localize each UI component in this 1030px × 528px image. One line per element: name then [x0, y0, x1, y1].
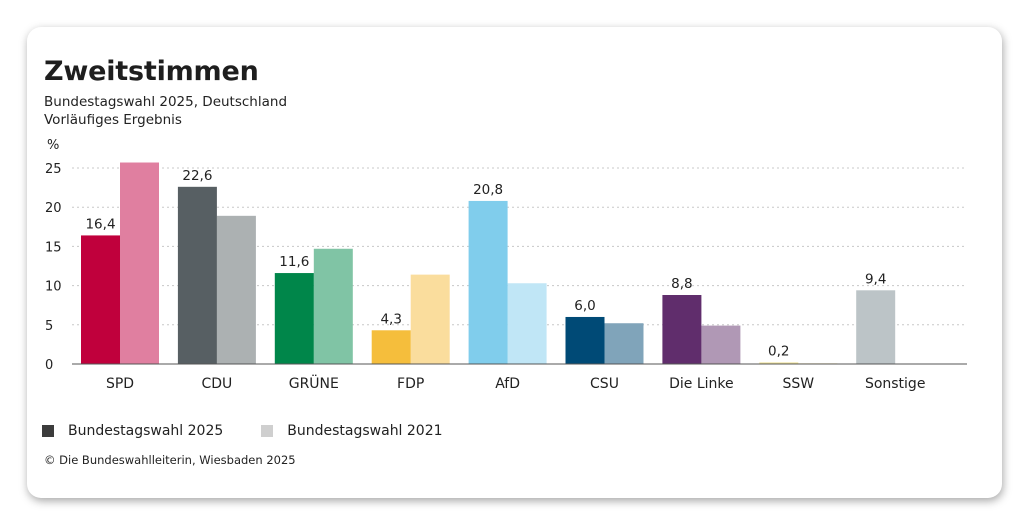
bar-2025 [565, 316, 605, 364]
y-tick-label: 0 [45, 358, 53, 373]
legend-swatch-2025 [42, 425, 54, 437]
data-label: 11,6 [279, 254, 309, 270]
chart-card: Zweitstimmen Bundestagswahl 2025, Deutsc… [27, 27, 1002, 498]
bar-2021 [120, 162, 159, 364]
bar-2021 [313, 248, 353, 364]
x-tick-label: AfD [495, 376, 520, 392]
legend-swatch-2021 [261, 425, 274, 437]
x-tick-label: Die Linke [669, 376, 734, 392]
legend-label-2025: Bundestagswahl 2025 [68, 423, 224, 439]
bar-2025 [274, 273, 314, 364]
x-tick-label: SPD [106, 376, 134, 392]
x-tick-label: Sonstige [865, 376, 926, 392]
legend-label-2021: Bundestagswahl 2021 [287, 423, 443, 439]
data-label: 6,0 [574, 298, 595, 314]
bar-2025 [81, 235, 120, 364]
data-label: 22,6 [182, 168, 212, 184]
x-tick-label: GRÜNE [289, 374, 339, 392]
data-label: 20,8 [473, 182, 503, 198]
data-label: 8,8 [671, 276, 692, 292]
bar-2025 [856, 290, 896, 364]
bar-2025 [759, 362, 799, 364]
subtitle-line-2: Vorläufiges Ergebnis [44, 112, 182, 128]
chart-title: Zweitstimmen [44, 56, 259, 87]
data-label: 9,4 [865, 271, 886, 287]
source-credit: © Die Bundeswahlleiterin, Wiesbaden 2025 [44, 453, 296, 467]
bar-2021 [701, 325, 741, 364]
subtitle-line-1: Bundestagswahl 2025, Deutschland [44, 94, 288, 110]
y-tick-label: 5 [45, 319, 53, 334]
y-tick-label: 10 [45, 280, 62, 295]
data-label: 0,2 [768, 343, 789, 359]
bar-2025 [177, 186, 217, 364]
x-tick-label: SSW [782, 376, 814, 392]
bar-2025 [468, 200, 508, 364]
y-tick-label: 25 [45, 162, 62, 177]
bar-2021 [410, 274, 450, 364]
chart-subtitle: Bundestagswahl 2025, Deutschland Vorläuf… [44, 93, 287, 129]
y-axis-unit-label: % [47, 138, 60, 153]
data-label: 4,3 [380, 311, 401, 327]
bar-2021 [604, 323, 644, 364]
data-label: 16,4 [85, 216, 115, 232]
x-tick-label: FDP [397, 376, 424, 392]
y-tick-label: 20 [45, 201, 62, 216]
bar-2021 [216, 215, 256, 364]
bar-2025 [662, 295, 702, 364]
y-tick-label: 15 [45, 240, 62, 255]
x-tick-label: CDU [201, 376, 232, 392]
x-tick-label: CSU [590, 376, 619, 392]
legend: Bundestagswahl 2025 Bundestagswahl 2021 [42, 423, 481, 439]
bar-2021 [507, 283, 547, 364]
legend-item-2021: Bundestagswahl 2021 [261, 423, 443, 439]
bar-chart: 0 5 10 15 20 25 16,4 SPD 22,6 CDU 11,6 GRÜNE 4,3 FDP 2… [45, 162, 967, 392]
bar-2025 [371, 330, 411, 364]
legend-item-2025: Bundestagswahl 2025 [42, 423, 223, 439]
